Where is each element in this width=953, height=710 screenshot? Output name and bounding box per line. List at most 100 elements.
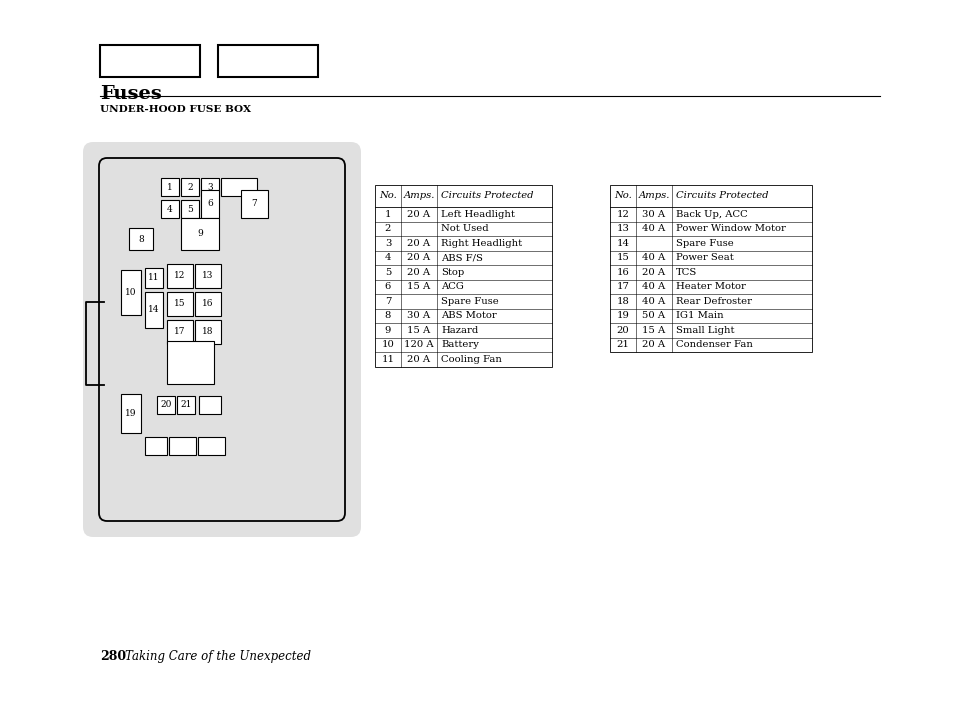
Text: 15: 15: [174, 300, 186, 309]
Text: 7: 7: [252, 200, 257, 209]
Text: No.: No.: [378, 192, 396, 200]
Text: 17: 17: [616, 283, 629, 291]
Bar: [145, 292, 163, 328]
Text: 40 A: 40 A: [641, 253, 665, 262]
Bar: [100, 45, 200, 77]
Text: Heater Motor: Heater Motor: [676, 283, 745, 291]
Bar: [181, 218, 219, 250]
Bar: [121, 270, 141, 315]
Text: 10: 10: [125, 288, 136, 297]
Text: 2: 2: [384, 224, 391, 234]
Text: 15 A: 15 A: [407, 283, 430, 291]
Text: 40 A: 40 A: [641, 224, 665, 234]
Text: 8: 8: [138, 234, 144, 244]
Text: Right Headlight: Right Headlight: [440, 239, 521, 248]
Text: 16: 16: [202, 300, 213, 309]
Text: 30 A: 30 A: [407, 311, 430, 320]
Text: 9: 9: [197, 229, 203, 239]
Text: 17: 17: [174, 327, 186, 337]
Bar: [375, 185, 552, 366]
Bar: [129, 228, 152, 250]
Bar: [181, 200, 199, 218]
Text: Small Light: Small Light: [676, 326, 734, 334]
Text: 18: 18: [202, 327, 213, 337]
Text: 280: 280: [100, 650, 126, 663]
Bar: [194, 292, 221, 316]
Text: 12: 12: [174, 271, 186, 280]
Text: 3: 3: [384, 239, 391, 248]
Text: 19: 19: [616, 311, 629, 320]
Text: ABS Motor: ABS Motor: [440, 311, 497, 320]
Bar: [121, 393, 141, 433]
Text: 15: 15: [616, 253, 629, 262]
Text: 7: 7: [384, 297, 391, 306]
Text: 9: 9: [384, 326, 391, 334]
Text: 1: 1: [167, 182, 172, 192]
Text: Amps.: Amps.: [638, 192, 669, 200]
Bar: [145, 268, 163, 288]
Text: 8: 8: [384, 311, 391, 320]
Text: Spare Fuse: Spare Fuse: [676, 239, 733, 248]
Text: Condenser Fan: Condenser Fan: [676, 340, 752, 349]
Text: Rear Defroster: Rear Defroster: [676, 297, 751, 306]
Text: UNDER-HOOD FUSE BOX: UNDER-HOOD FUSE BOX: [100, 105, 251, 114]
Bar: [199, 395, 220, 414]
Text: 11: 11: [148, 273, 159, 283]
FancyBboxPatch shape: [83, 142, 360, 537]
Text: 11: 11: [381, 355, 395, 364]
Text: Amps.: Amps.: [403, 192, 435, 200]
Text: 20 A: 20 A: [641, 340, 665, 349]
Bar: [169, 437, 195, 455]
Text: ABS F/S: ABS F/S: [440, 253, 482, 262]
Text: 3: 3: [207, 182, 213, 192]
Text: Spare Fuse: Spare Fuse: [440, 297, 498, 306]
Bar: [167, 292, 193, 316]
Bar: [157, 395, 174, 414]
Bar: [241, 190, 268, 218]
Text: Taking Care of the Unexpected: Taking Care of the Unexpected: [125, 650, 311, 663]
Text: 6: 6: [384, 283, 391, 291]
Text: 15 A: 15 A: [641, 326, 665, 334]
Text: 14: 14: [148, 305, 159, 315]
Text: 4: 4: [167, 204, 172, 214]
Text: 20 A: 20 A: [407, 239, 430, 248]
Bar: [145, 437, 167, 455]
Bar: [197, 437, 224, 455]
Text: 20: 20: [616, 326, 629, 334]
Text: 4: 4: [384, 253, 391, 262]
Text: 15 A: 15 A: [407, 326, 430, 334]
Bar: [201, 178, 219, 196]
Text: Cooling Fan: Cooling Fan: [440, 355, 501, 364]
Text: TCS: TCS: [676, 268, 697, 277]
Text: Stop: Stop: [440, 268, 464, 277]
Text: Circuits Protected: Circuits Protected: [440, 192, 533, 200]
Text: 13: 13: [616, 224, 629, 234]
Bar: [161, 200, 179, 218]
Bar: [161, 178, 179, 196]
Text: 21: 21: [616, 340, 629, 349]
Text: 21: 21: [180, 400, 192, 409]
Text: 40 A: 40 A: [641, 297, 665, 306]
Bar: [221, 178, 256, 196]
Text: 40 A: 40 A: [641, 283, 665, 291]
Text: Not Used: Not Used: [440, 224, 488, 234]
Text: IG1 Main: IG1 Main: [676, 311, 723, 320]
Text: Left Headlight: Left Headlight: [440, 209, 515, 219]
Text: Power Seat: Power Seat: [676, 253, 733, 262]
Bar: [194, 264, 221, 288]
Text: 20: 20: [160, 400, 172, 409]
Bar: [218, 45, 317, 77]
Text: 5: 5: [187, 204, 193, 214]
Text: Fuses: Fuses: [100, 85, 162, 103]
Text: 20 A: 20 A: [407, 209, 430, 219]
Text: Hazard: Hazard: [440, 326, 477, 334]
Bar: [181, 178, 199, 196]
Bar: [194, 320, 221, 344]
Text: 50 A: 50 A: [641, 311, 665, 320]
Text: 6: 6: [207, 200, 213, 209]
Text: 16: 16: [616, 268, 629, 277]
Bar: [201, 190, 219, 218]
Text: 5: 5: [384, 268, 391, 277]
Text: Circuits Protected: Circuits Protected: [676, 192, 768, 200]
Text: 13: 13: [202, 271, 213, 280]
